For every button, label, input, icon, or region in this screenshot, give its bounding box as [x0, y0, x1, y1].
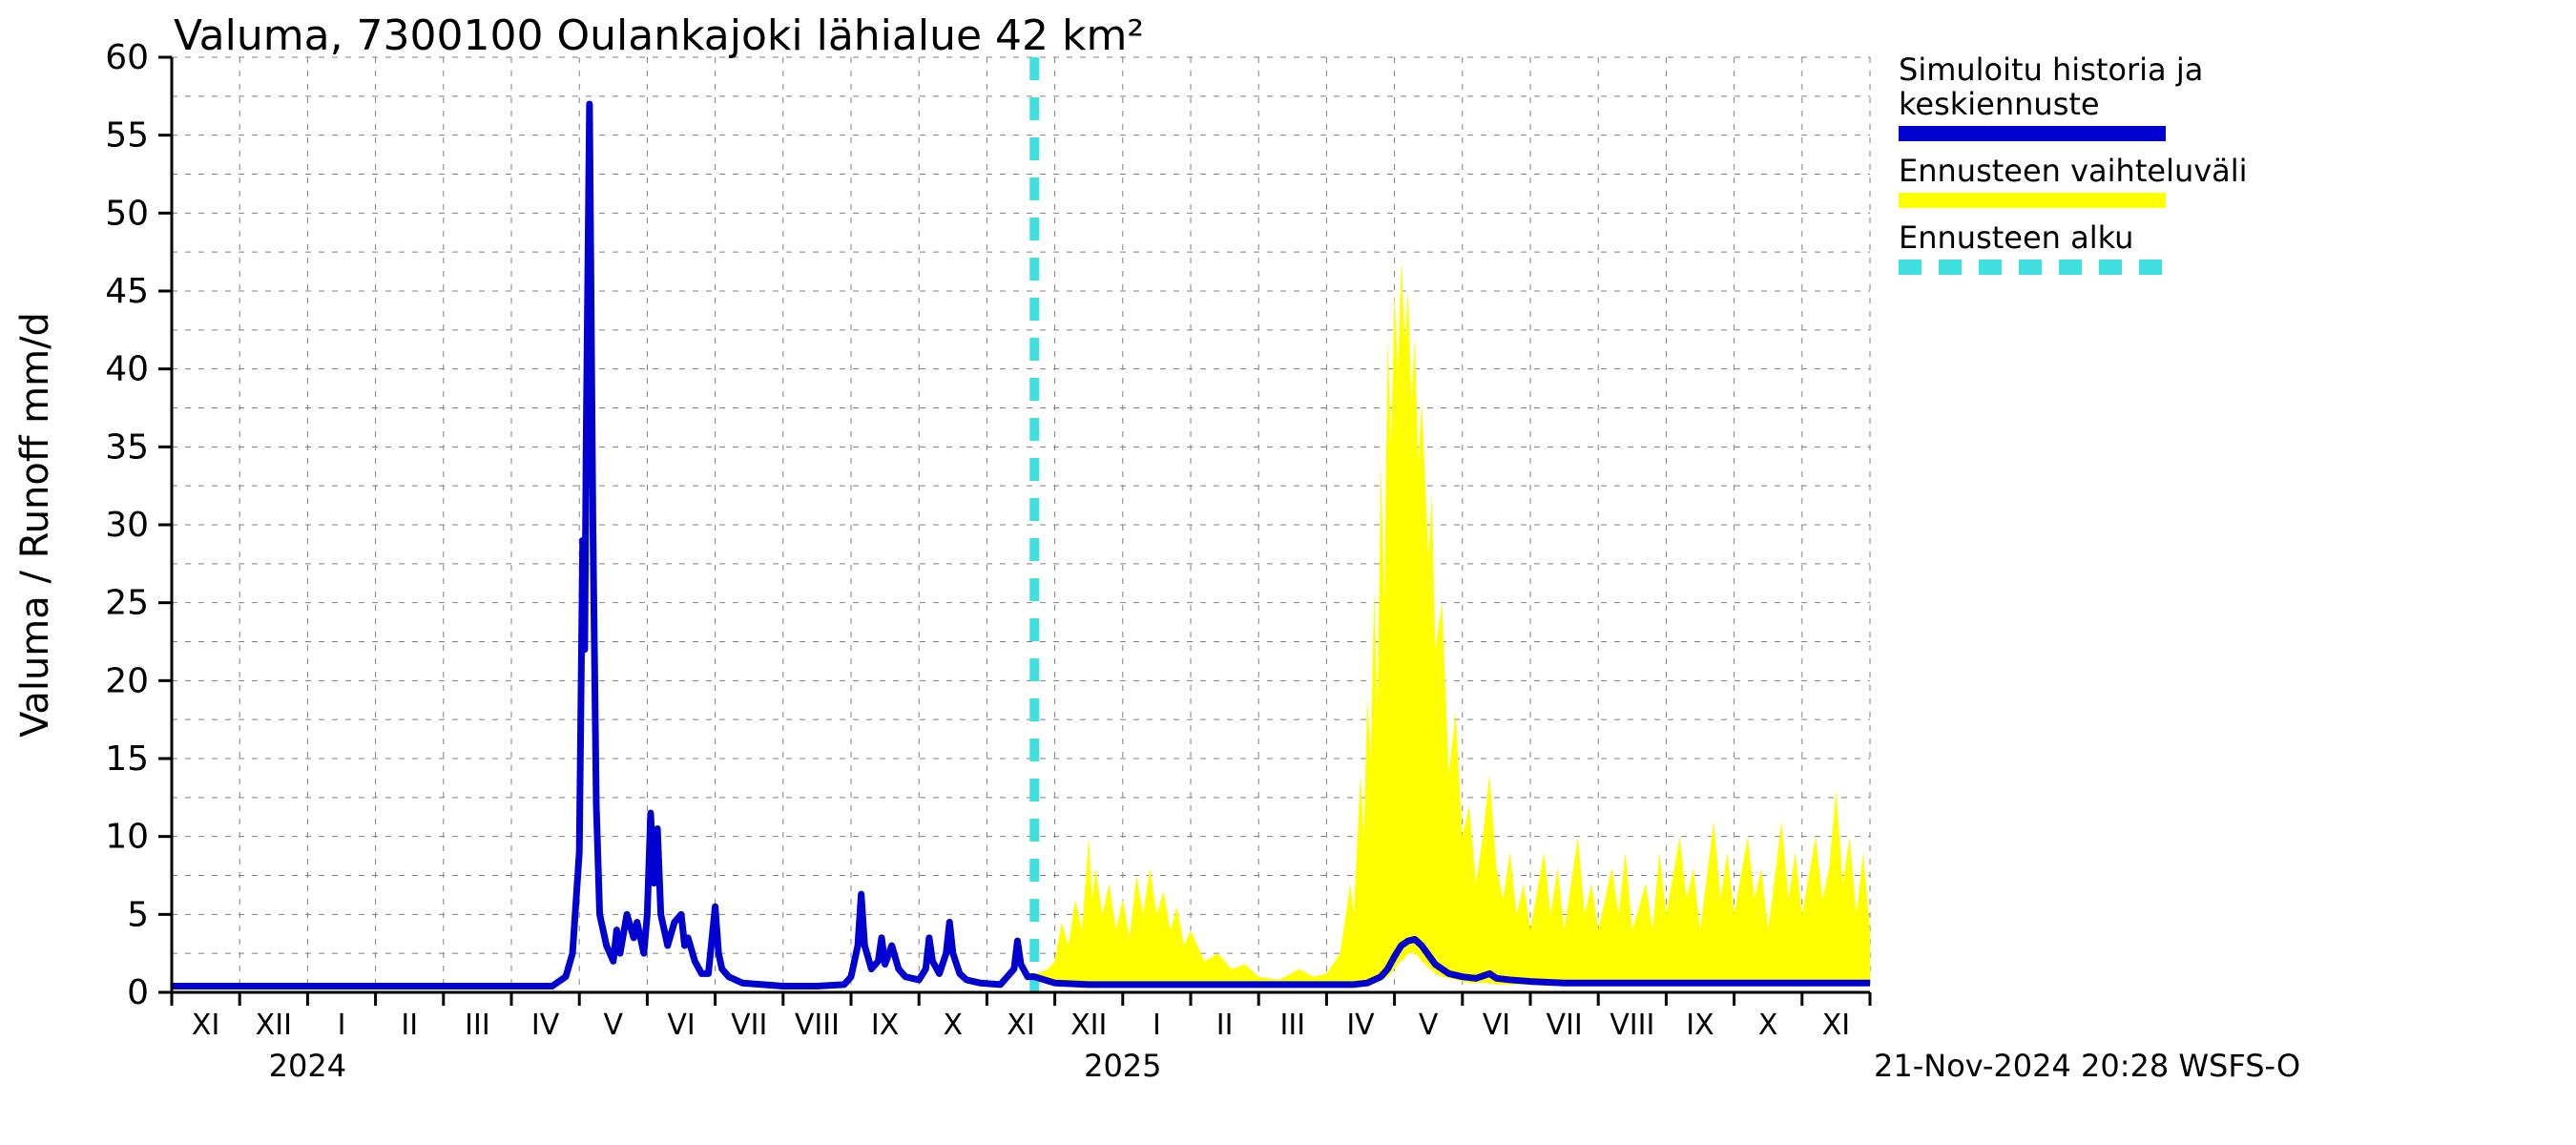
- y-tick-label: 35: [105, 427, 149, 467]
- x-month-label: V: [1419, 1009, 1439, 1042]
- x-month-label: II: [401, 1009, 418, 1042]
- x-month-label: I: [338, 1009, 346, 1042]
- legend-label: Ennusteen vaihteluväli: [1899, 153, 2248, 189]
- y-tick-label: 15: [105, 739, 149, 779]
- x-month-label: X: [1758, 1009, 1778, 1042]
- x-month-label: XI: [1007, 1009, 1034, 1042]
- y-tick-label: 20: [105, 661, 149, 700]
- x-month-label: X: [944, 1009, 964, 1042]
- y-tick-label: 55: [105, 116, 149, 156]
- x-month-label: II: [1216, 1009, 1234, 1042]
- x-month-label: VIII: [1610, 1009, 1654, 1042]
- y-tick-label: 10: [105, 818, 149, 857]
- legend-label: Ennusteen alku: [1899, 219, 2133, 256]
- x-year-label: 2024: [269, 1048, 346, 1084]
- x-month-label: IV: [531, 1009, 560, 1042]
- y-tick-label: 45: [105, 272, 149, 311]
- y-tick-label: 0: [127, 973, 149, 1012]
- x-month-label: III: [1280, 1009, 1306, 1042]
- y-tick-label: 60: [105, 38, 149, 77]
- x-month-label: XI: [1822, 1009, 1850, 1042]
- x-month-label: VII: [731, 1009, 767, 1042]
- footer-text: 21-Nov-2024 20:28 WSFS-O: [1874, 1048, 2300, 1084]
- x-month-label: VIII: [795, 1009, 840, 1042]
- y-tick-label: 25: [105, 584, 149, 623]
- x-month-label: VI: [667, 1009, 695, 1042]
- chart-svg: 051015202530354045505560XIXIIIIIIIIIVVVI…: [0, 0, 2576, 1145]
- x-month-label: XI: [192, 1009, 219, 1042]
- x-month-label: IV: [1346, 1009, 1375, 1042]
- x-month-label: I: [1153, 1009, 1161, 1042]
- x-month-label: IX: [871, 1009, 899, 1042]
- x-year-label: 2025: [1084, 1048, 1161, 1084]
- x-month-label: IX: [1686, 1009, 1714, 1042]
- legend-label: Simuloitu historia ja: [1899, 52, 2203, 88]
- x-month-label: XII: [1070, 1009, 1107, 1042]
- y-axis-label: Valuma / Runoff mm/d: [13, 312, 57, 738]
- chart-container: 051015202530354045505560XIXIIIIIIIIIVVVI…: [0, 0, 2576, 1145]
- x-month-label: VII: [1546, 1009, 1582, 1042]
- chart-title: Valuma, 7300100 Oulankajoki lähialue 42 …: [174, 11, 1144, 60]
- legend-label: keskiennuste: [1899, 86, 2100, 122]
- x-month-label: V: [604, 1009, 624, 1042]
- x-month-label: III: [465, 1009, 490, 1042]
- y-tick-label: 40: [105, 350, 149, 389]
- x-month-label: XII: [256, 1009, 292, 1042]
- x-month-label: VI: [1483, 1009, 1510, 1042]
- y-tick-label: 30: [105, 506, 149, 545]
- y-tick-label: 50: [105, 194, 149, 233]
- y-tick-label: 5: [127, 895, 149, 934]
